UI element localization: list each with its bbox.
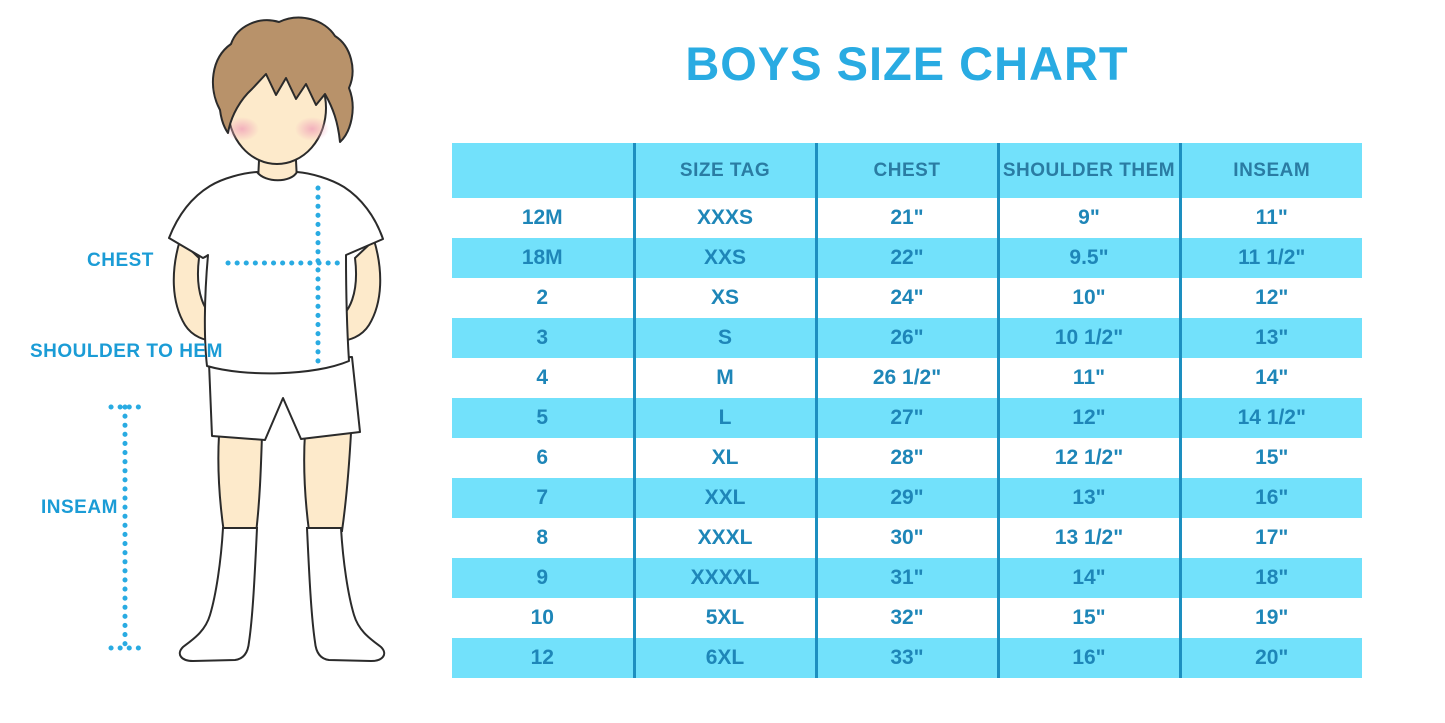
cell-size-tag: XS — [632, 278, 816, 318]
cell-shoulder: 13" — [996, 478, 1180, 518]
cell-age: 18M — [452, 238, 634, 278]
cell-age: 12 — [452, 638, 634, 678]
size-chart-table: SIZE TAG CHEST SHOULDER THEM INSEAM 12M … — [452, 143, 1362, 678]
cell-age: 10 — [530, 606, 554, 629]
header-cell-shoulder: SHOULDER THEM — [996, 143, 1180, 198]
cell-chest: 33" — [814, 638, 998, 678]
cell-shoulder: 15" — [996, 598, 1180, 638]
right-cheek-blush — [295, 117, 329, 141]
cell-inseam: 11 1/2" — [1178, 238, 1362, 278]
table-header-row: SIZE TAG CHEST SHOULDER THEM INSEAM — [452, 143, 1362, 198]
cell-size-tag: XXXL — [632, 518, 816, 558]
inseam-label: INSEAM — [41, 497, 118, 518]
cell-age: 9 — [452, 558, 634, 598]
cell-chest: 32" — [814, 598, 998, 638]
cell-chest: 22" — [814, 238, 998, 278]
right-sock-shape — [305, 527, 386, 663]
cell-size-tag: 5XL — [632, 598, 816, 638]
cell-size-tag: XXXS — [632, 198, 816, 238]
cell-inseam: 15" — [1178, 438, 1362, 478]
cell-age: 2 — [536, 286, 549, 309]
table-row: 2 XS 24" 10" 12" — [452, 278, 1362, 318]
cell-age: 6 — [536, 446, 549, 469]
cell-inseam: 17" — [1178, 518, 1362, 558]
cell-size-tag: S — [632, 318, 816, 358]
table-row: 6 XL 28" 12 1/2" 15" — [452, 438, 1362, 478]
cell-shoulder: 11" — [996, 358, 1180, 398]
left-sock-shape — [178, 527, 259, 663]
header-cell-size-tag: SIZE TAG — [632, 143, 816, 198]
cell-shoulder: 12" — [996, 398, 1180, 438]
cell-inseam: 19" — [1178, 598, 1362, 638]
cell-chest: 26 1/2" — [814, 358, 998, 398]
cell-inseam: 11" — [1178, 198, 1362, 238]
cell-size-tag: XXXXL — [632, 558, 816, 598]
cell-shoulder: 12 1/2" — [996, 438, 1180, 478]
cell-size-tag: L — [632, 398, 816, 438]
shoulder-to-hem-label: SHOULDER TO HEM — [30, 341, 223, 362]
cell-inseam: 14" — [1178, 358, 1362, 398]
table-row: 18M XXS 22" 9.5" 11 1/2" — [452, 238, 1362, 278]
cell-shoulder: 13 1/2" — [996, 518, 1180, 558]
cell-chest: 26" — [814, 318, 998, 358]
cell-chest: 27" — [814, 398, 998, 438]
cell-size-tag: 6XL — [632, 638, 816, 678]
cell-shoulder: 14" — [996, 558, 1180, 598]
cell-inseam: 14 1/2" — [1178, 398, 1362, 438]
cell-chest: 29" — [814, 478, 998, 518]
tshirt-shape — [168, 171, 384, 375]
table-row: 7 XXL 29" 13" 16" — [452, 478, 1362, 518]
cell-inseam: 13" — [1178, 318, 1362, 358]
shorts-shape — [208, 356, 361, 441]
cell-chest: 31" — [814, 558, 998, 598]
cell-shoulder: 9.5" — [996, 238, 1180, 278]
cell-shoulder: 9" — [996, 198, 1180, 238]
left-leg-shape — [217, 434, 264, 534]
page-title: BOYS SIZE CHART — [685, 37, 1129, 90]
cell-inseam: 20" — [1178, 638, 1362, 678]
cell-chest: 28" — [814, 438, 998, 478]
header-cell-chest: CHEST — [814, 143, 998, 198]
cell-age: 4 — [536, 366, 549, 389]
cell-shoulder: 16" — [996, 638, 1180, 678]
cell-age: 5 — [452, 398, 634, 438]
table-row: 12 6XL 33" 16" 20" — [452, 638, 1362, 678]
cell-age: 7 — [452, 478, 634, 518]
right-leg-shape — [303, 432, 353, 532]
cell-chest: 30" — [814, 518, 998, 558]
left-cheek-blush — [225, 117, 259, 141]
cell-inseam: 12" — [1178, 278, 1362, 318]
cell-age: 3 — [452, 318, 634, 358]
cell-age: 12M — [521, 206, 563, 229]
cell-age: 8 — [536, 526, 549, 549]
cell-size-tag: XXL — [632, 478, 816, 518]
table-row: 4 M 26 1/2" 11" 14" — [452, 358, 1362, 398]
cell-size-tag: M — [632, 358, 816, 398]
table-row: 9 XXXXL 31" 14" 18" — [452, 558, 1362, 598]
cell-shoulder: 10" — [996, 278, 1180, 318]
cell-shoulder: 10 1/2" — [996, 318, 1180, 358]
cell-size-tag: XL — [632, 438, 816, 478]
header-cell-age — [452, 143, 634, 198]
cell-chest: 21" — [814, 198, 998, 238]
cell-chest: 24" — [814, 278, 998, 318]
hair-shape — [212, 16, 354, 143]
table-row: 12M XXXS 21" 9" 11" — [452, 198, 1362, 238]
boy-figure-illustration — [108, 16, 386, 663]
header-cell-inseam: INSEAM — [1178, 143, 1362, 198]
table-row: 8 XXXL 30" 13 1/2" 17" — [452, 518, 1362, 558]
cell-inseam: 16" — [1178, 478, 1362, 518]
cell-size-tag: XXS — [632, 238, 816, 278]
table-row: 10 5XL 32" 15" 19" — [452, 598, 1362, 638]
chest-label: CHEST — [87, 250, 154, 271]
cell-inseam: 18" — [1178, 558, 1362, 598]
table-row: 5 L 27" 12" 14 1/2" — [452, 398, 1362, 438]
table-row: 3 S 26" 10 1/2" 13" — [452, 318, 1362, 358]
